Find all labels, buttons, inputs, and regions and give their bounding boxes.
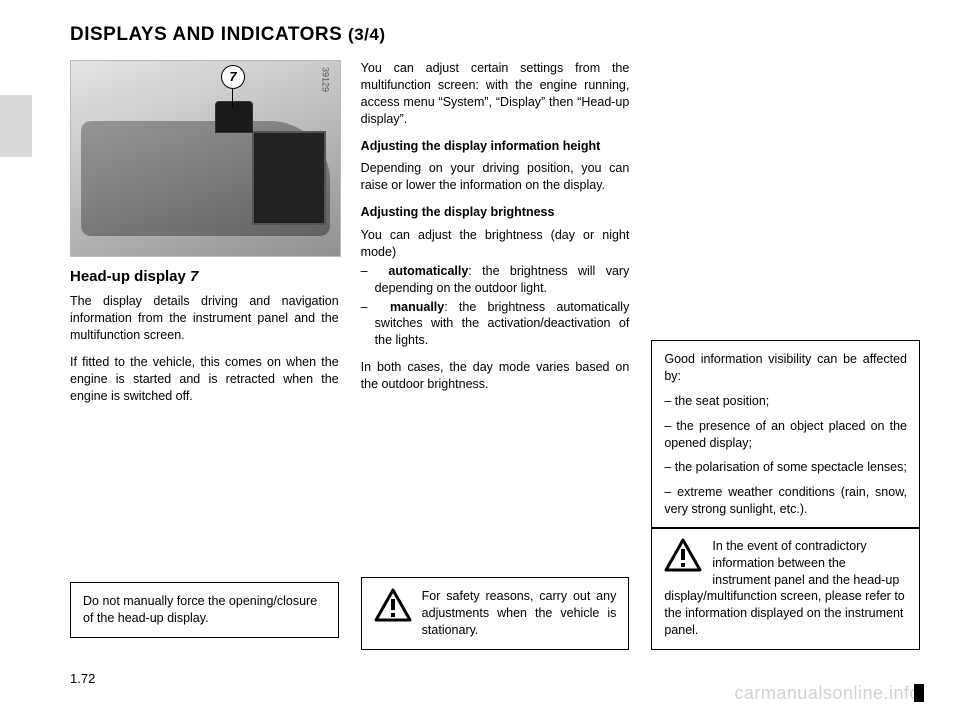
warning-icon <box>664 538 702 572</box>
column-3: Good information visibility can be affec… <box>651 60 920 650</box>
col2-warning-text: For safety reasons, carry out any adjust… <box>422 588 617 639</box>
column-2: You can adjust certain settings from the… <box>361 60 630 650</box>
col2-p2: Depending on your driving position, you … <box>361 160 630 194</box>
title-main: DISPLAYS AND INDICATORS <box>70 24 342 45</box>
title-part: (3/4) <box>348 25 385 44</box>
col3-b1: – the seat position; <box>664 393 907 410</box>
hud-photo: 7 39129 <box>70 60 341 257</box>
col1-p2: If fitted to the vehicle, this comes on … <box>70 354 339 405</box>
col3-b3: – the polarisation of some spectacle len… <box>664 459 907 476</box>
watermark: carmanualsonline.info <box>734 683 920 704</box>
col3-b2: – the presence of an object placed on th… <box>664 418 907 452</box>
col3-warning-box: In the event of contradictory informatio… <box>651 527 920 650</box>
manual-page: DISPLAYS AND INDICATORS (3/4) 7 39129 He… <box>0 0 960 694</box>
page-number: 1.72 <box>70 671 95 686</box>
col1-notice-box: Do not manually force the opening/closur… <box>70 582 339 638</box>
col2-p1: You can adjust certain settings from the… <box>361 60 630 128</box>
col2-li-auto: – automatically: the brightness will var… <box>361 263 630 297</box>
callout-7: 7 <box>221 65 245 89</box>
col1-p1: The display details driving and navigati… <box>70 293 339 344</box>
image-ref-id: 39129 <box>320 67 332 92</box>
col2-warning-box: For safety reasons, carry out any adjust… <box>361 577 630 650</box>
col2-h-bright: Adjusting the display brightness <box>361 204 630 221</box>
warning-icon <box>374 588 412 622</box>
hud-heading: Head-up display 7 <box>70 267 339 287</box>
section-tab <box>0 95 32 157</box>
col2-bright-list: – automatically: the brightness will var… <box>361 263 630 349</box>
col3-info-box: Good information visibility can be affec… <box>651 340 920 529</box>
col3-b4: – extreme weather conditions (rain, snow… <box>664 484 907 518</box>
column-1: 7 39129 Head-up display 7 The display de… <box>70 60 339 650</box>
content-columns: 7 39129 Head-up display 7 The display de… <box>70 60 920 650</box>
col2-p3: You can adjust the brightness (day or ni… <box>361 227 630 261</box>
col2-li-manual: – manually: the brightness automatically… <box>361 299 630 350</box>
col2-h-height: Adjusting the display information height <box>361 138 630 155</box>
col1-notice-text: Do not manually force the opening/closur… <box>83 594 317 625</box>
col3-box-intro: Good information visibility can be affec… <box>664 351 907 385</box>
page-title: DISPLAYS AND INDICATORS (3/4) <box>70 24 920 46</box>
col2-p4: In both cases, the day mode varies based… <box>361 359 630 393</box>
thumb-index-mark <box>914 684 924 702</box>
